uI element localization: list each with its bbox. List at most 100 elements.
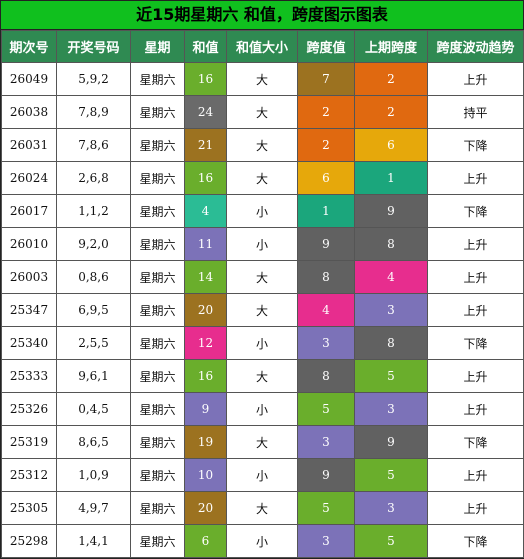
numbers-cell: 0,8,6	[56, 260, 131, 294]
trend-cell: 下降	[427, 326, 524, 360]
issue-cell: 26024	[1, 161, 57, 195]
trend-cell: 上升	[427, 62, 524, 96]
numbers-cell: 1,0,9	[56, 458, 131, 492]
weekday-cell: 星期六	[130, 227, 185, 261]
prev-span-cell: 3	[354, 491, 428, 525]
sum-cell: 14	[184, 260, 227, 294]
numbers-cell: 8,6,5	[56, 425, 131, 459]
weekday-cell: 星期六	[130, 326, 185, 360]
issue-cell: 25298	[1, 524, 57, 558]
weekday-cell: 星期六	[130, 260, 185, 294]
table-row: 25298 1,4,1 星期六 6 小 3 5 下降	[1, 524, 524, 558]
trend-cell: 上升	[427, 392, 524, 426]
weekday-cell: 星期六	[130, 491, 185, 525]
numbers-cell: 2,6,8	[56, 161, 131, 195]
issue-cell: 25347	[1, 293, 57, 327]
numbers-cell: 0,4,5	[56, 392, 131, 426]
issue-cell: 26031	[1, 128, 57, 162]
sum-cell: 11	[184, 227, 227, 261]
sum-size-cell: 大	[226, 491, 298, 525]
table-row: 25333 9,6,1 星期六 16 大 8 5 上升	[1, 359, 524, 393]
sum-cell: 4	[184, 194, 227, 228]
sum-size-cell: 大	[226, 161, 298, 195]
prev-span-cell: 1	[354, 161, 428, 195]
sum-size-cell: 大	[226, 95, 298, 129]
weekday-cell: 星期六	[130, 392, 185, 426]
table-row: 25326 0,4,5 星期六 9 小 5 3 上升	[1, 392, 524, 426]
trend-cell: 上升	[427, 293, 524, 327]
trend-cell: 下降	[427, 194, 524, 228]
header-span: 跨度值	[297, 30, 355, 63]
prev-span-cell: 5	[354, 359, 428, 393]
table-row: 26031 7,8,6 星期六 21 大 2 6 下降	[1, 128, 524, 162]
issue-cell: 26010	[1, 227, 57, 261]
prev-span-cell: 8	[354, 227, 428, 261]
numbers-cell: 4,9,7	[56, 491, 131, 525]
prev-span-cell: 2	[354, 95, 428, 129]
trend-cell: 下降	[427, 128, 524, 162]
sum-size-cell: 大	[226, 359, 298, 393]
trend-cell: 上升	[427, 161, 524, 195]
sum-size-cell: 小	[226, 326, 298, 360]
span-cell: 3	[297, 524, 355, 558]
span-cell: 4	[297, 293, 355, 327]
prev-span-cell: 2	[354, 62, 428, 96]
numbers-cell: 7,8,9	[56, 95, 131, 129]
weekday-cell: 星期六	[130, 359, 185, 393]
weekday-cell: 星期六	[130, 458, 185, 492]
trend-cell: 上升	[427, 458, 524, 492]
header-trend: 跨度波动趋势	[427, 30, 524, 63]
span-cell: 8	[297, 359, 355, 393]
table-row: 26003 0,8,6 星期六 14 大 8 4 上升	[1, 260, 524, 294]
sum-cell: 19	[184, 425, 227, 459]
weekday-cell: 星期六	[130, 194, 185, 228]
sum-size-cell: 大	[226, 62, 298, 96]
header-issue: 期次号	[1, 30, 57, 63]
sum-size-cell: 大	[226, 260, 298, 294]
weekday-cell: 星期六	[130, 524, 185, 558]
span-cell: 9	[297, 227, 355, 261]
sum-cell: 20	[184, 491, 227, 525]
numbers-cell: 6,9,5	[56, 293, 131, 327]
numbers-cell: 7,8,6	[56, 128, 131, 162]
table-row: 25340 2,5,5 星期六 12 小 3 8 下降	[1, 326, 524, 360]
sum-cell: 21	[184, 128, 227, 162]
issue-cell: 25326	[1, 392, 57, 426]
table-row: 25347 6,9,5 星期六 20 大 4 3 上升	[1, 293, 524, 327]
issue-cell: 25340	[1, 326, 57, 360]
header-row: 期次号 开奖号码 星期 和值 和值大小 跨度值 上期跨度 跨度波动趋势	[1, 30, 524, 63]
header-weekday: 星期	[130, 30, 185, 63]
sum-size-cell: 小	[226, 227, 298, 261]
prev-span-cell: 5	[354, 458, 428, 492]
data-table: 期次号 开奖号码 星期 和值 和值大小 跨度值 上期跨度 跨度波动趋势 2604…	[1, 30, 524, 558]
trend-cell: 上升	[427, 359, 524, 393]
issue-cell: 26049	[1, 62, 57, 96]
table-row: 26038 7,8,9 星期六 24 大 2 2 持平	[1, 95, 524, 129]
span-cell: 5	[297, 491, 355, 525]
trend-cell: 下降	[427, 425, 524, 459]
span-cell: 2	[297, 128, 355, 162]
issue-cell: 26003	[1, 260, 57, 294]
table-row: 25305 4,9,7 星期六 20 大 5 3 上升	[1, 491, 524, 525]
prev-span-cell: 9	[354, 425, 428, 459]
header-sum: 和值	[184, 30, 227, 63]
prev-span-cell: 3	[354, 392, 428, 426]
table-row: 26049 5,9,2 星期六 16 大 7 2 上升	[1, 62, 524, 96]
span-cell: 5	[297, 392, 355, 426]
sum-size-cell: 小	[226, 194, 298, 228]
span-cell: 9	[297, 458, 355, 492]
numbers-cell: 1,4,1	[56, 524, 131, 558]
span-cell: 6	[297, 161, 355, 195]
table-row: 26017 1,1,2 星期六 4 小 1 9 下降	[1, 194, 524, 228]
trend-cell: 持平	[427, 95, 524, 129]
span-cell: 3	[297, 326, 355, 360]
prev-span-cell: 9	[354, 194, 428, 228]
table-row: 26024 2,6,8 星期六 16 大 6 1 上升	[1, 161, 524, 195]
sum-size-cell: 大	[226, 293, 298, 327]
table-row: 26010 9,2,0 星期六 11 小 9 8 上升	[1, 227, 524, 261]
sum-cell: 10	[184, 458, 227, 492]
span-cell: 1	[297, 194, 355, 228]
trend-cell: 上升	[427, 227, 524, 261]
span-cell: 2	[297, 95, 355, 129]
